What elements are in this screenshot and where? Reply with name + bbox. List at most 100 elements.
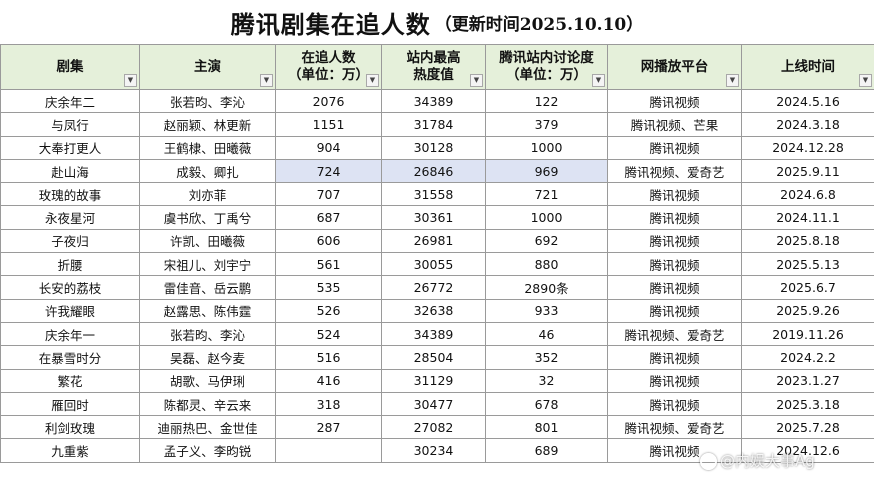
cell-platform[interactable]: 腾讯视频 xyxy=(607,182,742,207)
cell-discussion[interactable]: 1000 xyxy=(485,135,608,160)
cell-platform[interactable]: 腾讯视频、爱奇艺 xyxy=(607,415,742,440)
cell-platform[interactable]: 腾讯视频 xyxy=(607,275,742,300)
cell-discussion[interactable]: 352 xyxy=(485,345,608,370)
cell-release-date[interactable]: 2024.11.1 xyxy=(741,205,874,230)
cell-release-date[interactable]: 2024.12.28 xyxy=(741,135,874,160)
cell-discussion[interactable]: 801 xyxy=(485,415,608,440)
cell-cast[interactable]: 刘亦菲 xyxy=(139,182,276,207)
cell-platform[interactable]: 腾讯视频、爱奇艺 xyxy=(607,321,742,347)
cell-followers[interactable]: 904 xyxy=(275,135,382,160)
cell-followers[interactable]: 516 xyxy=(275,345,382,370)
cell-cast[interactable]: 张若昀、李沁 xyxy=(139,88,276,114)
cell-peak-heat[interactable]: 30055 xyxy=(381,252,486,277)
cell-peak-heat[interactable]: 27082 xyxy=(381,415,486,440)
filter-dropdown-icon[interactable]: ▼ xyxy=(260,74,273,87)
cell-discussion[interactable]: 678 xyxy=(485,391,608,417)
cell-followers[interactable]: 687 xyxy=(275,205,382,230)
cell-cast[interactable]: 张若昀、李沁 xyxy=(139,321,276,347)
cell-discussion[interactable]: 32 xyxy=(485,368,608,393)
cell-platform[interactable]: 腾讯视频 xyxy=(607,205,742,230)
cell-drama[interactable]: 赴山海 xyxy=(0,158,140,184)
cell-discussion[interactable]: 933 xyxy=(485,298,608,323)
cell-drama[interactable]: 长安的荔枝 xyxy=(0,275,140,300)
cell-cast[interactable]: 虞书欣、丁禹兮 xyxy=(139,205,276,230)
cell-platform[interactable]: 腾讯视频 xyxy=(607,88,742,114)
cell-followers[interactable]: 416 xyxy=(275,368,382,393)
cell-cast[interactable]: 胡歌、马伊琍 xyxy=(139,368,276,393)
cell-release-date[interactable]: 2023.1.27 xyxy=(741,368,874,393)
cell-release-date[interactable]: 2025.3.18 xyxy=(741,391,874,417)
cell-peak-heat[interactable]: 30361 xyxy=(381,205,486,230)
cell-platform[interactable]: 腾讯视频 xyxy=(607,345,742,370)
cell-peak-heat[interactable]: 26981 xyxy=(381,228,486,254)
filter-dropdown-icon[interactable]: ▼ xyxy=(366,74,379,87)
cell-peak-heat[interactable]: 34389 xyxy=(381,321,486,347)
cell-followers[interactable]: 287 xyxy=(275,415,382,440)
filter-dropdown-icon[interactable]: ▼ xyxy=(859,74,872,87)
cell-platform[interactable]: 腾讯视频 xyxy=(607,252,742,277)
cell-platform[interactable]: 腾讯视频 xyxy=(607,228,742,254)
cell-cast[interactable]: 雷佳音、岳云鹏 xyxy=(139,275,276,300)
cell-release-date[interactable]: 2024.2.2 xyxy=(741,345,874,370)
cell-drama[interactable]: 子夜归 xyxy=(0,228,140,254)
cell-drama[interactable]: 在暴雪时分 xyxy=(0,345,140,370)
cell-cast[interactable]: 宋祖儿、刘宇宁 xyxy=(139,252,276,277)
cell-cast[interactable]: 迪丽热巴、金世佳 xyxy=(139,415,276,440)
cell-drama[interactable]: 玫瑰的故事 xyxy=(0,182,140,207)
cell-discussion[interactable]: 122 xyxy=(485,88,608,114)
cell-platform[interactable]: 腾讯视频 xyxy=(607,391,742,417)
cell-drama[interactable]: 庆余年二 xyxy=(0,88,140,114)
cell-peak-heat[interactable]: 31558 xyxy=(381,182,486,207)
cell-drama[interactable]: 庆余年一 xyxy=(0,321,140,347)
cell-followers[interactable]: 2076 xyxy=(275,88,382,114)
cell-drama[interactable]: 永夜星河 xyxy=(0,205,140,230)
filter-dropdown-icon[interactable]: ▼ xyxy=(592,74,605,87)
filter-dropdown-icon[interactable]: ▼ xyxy=(726,74,739,87)
cell-discussion[interactable]: 692 xyxy=(485,228,608,254)
cell-cast[interactable]: 许凯、田曦薇 xyxy=(139,228,276,254)
cell-followers[interactable]: 724 xyxy=(275,158,382,184)
cell-followers[interactable]: 606 xyxy=(275,228,382,254)
cell-peak-heat[interactable]: 30234 xyxy=(381,438,486,463)
cell-followers[interactable]: 526 xyxy=(275,298,382,323)
cell-followers[interactable]: 318 xyxy=(275,391,382,417)
cell-peak-heat[interactable]: 28504 xyxy=(381,345,486,370)
cell-peak-heat[interactable]: 32638 xyxy=(381,298,486,323)
cell-drama[interactable]: 许我耀眼 xyxy=(0,298,140,323)
cell-release-date[interactable]: 2024.5.16 xyxy=(741,88,874,114)
cell-release-date[interactable]: 2025.9.11 xyxy=(741,158,874,184)
cell-drama[interactable]: 大奉打更人 xyxy=(0,135,140,160)
cell-followers[interactable]: 707 xyxy=(275,182,382,207)
cell-peak-heat[interactable]: 34389 xyxy=(381,88,486,114)
cell-peak-heat[interactable]: 31129 xyxy=(381,368,486,393)
cell-followers[interactable]: 535 xyxy=(275,275,382,300)
cell-followers[interactable] xyxy=(275,438,382,463)
cell-discussion[interactable]: 46 xyxy=(485,321,608,347)
cell-drama[interactable]: 九重紫 xyxy=(0,438,140,463)
cell-platform[interactable]: 腾讯视频、芒果 xyxy=(607,112,742,137)
cell-release-date[interactable]: 2019.11.26 xyxy=(741,321,874,347)
cell-peak-heat[interactable]: 30477 xyxy=(381,391,486,417)
cell-discussion[interactable]: 2890条 xyxy=(485,275,608,300)
cell-followers[interactable]: 561 xyxy=(275,252,382,277)
cell-cast[interactable]: 成毅、卿扎 xyxy=(139,158,276,184)
cell-discussion[interactable]: 880 xyxy=(485,252,608,277)
cell-release-date[interactable]: 2024.3.18 xyxy=(741,112,874,137)
cell-peak-heat[interactable]: 26846 xyxy=(381,158,486,184)
cell-cast[interactable]: 陈都灵、辛云来 xyxy=(139,391,276,417)
cell-discussion[interactable]: 721 xyxy=(485,182,608,207)
cell-drama[interactable]: 繁花 xyxy=(0,368,140,393)
cell-cast[interactable]: 赵丽颖、林更新 xyxy=(139,112,276,137)
cell-platform[interactable]: 腾讯视频 xyxy=(607,135,742,160)
cell-peak-heat[interactable]: 30128 xyxy=(381,135,486,160)
cell-discussion[interactable]: 689 xyxy=(485,438,608,463)
cell-cast[interactable]: 王鹤棣、田曦薇 xyxy=(139,135,276,160)
cell-drama[interactable]: 利剑玫瑰 xyxy=(0,415,140,440)
cell-cast[interactable]: 吴磊、赵今麦 xyxy=(139,345,276,370)
cell-release-date[interactable]: 2024.6.8 xyxy=(741,182,874,207)
cell-cast[interactable]: 赵露思、陈伟霆 xyxy=(139,298,276,323)
cell-release-date[interactable]: 2025.5.13 xyxy=(741,252,874,277)
filter-dropdown-icon[interactable]: ▼ xyxy=(470,74,483,87)
cell-drama[interactable]: 雁回时 xyxy=(0,391,140,417)
cell-release-date[interactable]: 2025.9.26 xyxy=(741,298,874,323)
